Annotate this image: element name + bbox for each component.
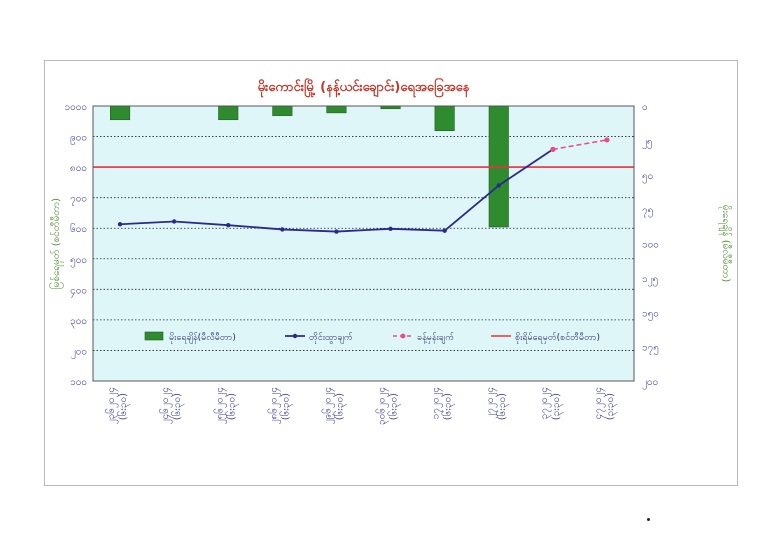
x-tick-time: (၆း၃၀): [170, 393, 185, 420]
legend-item: မိုးရေချိန်(မီလီမီတာ): [144, 331, 236, 344]
x-tick-date: ၂၉၆၂၀၂၄: [320, 387, 335, 424]
observed-point: [496, 183, 501, 188]
x-tick-time: (၃း၃၀): [551, 393, 564, 420]
observed-point: [280, 227, 285, 232]
right-tick-label: ၇၅: [642, 205, 653, 218]
observed-point: [442, 228, 447, 233]
x-tick-label: ၃၇၂၀၂၄ (၃း၃၀): [539, 387, 564, 420]
x-tick-label: ၂၈၆၂၀၂၄ (၆း၃၀): [266, 387, 293, 424]
right-axis-title: မိုးရေချိန် (မီလီမီတာ): [718, 205, 733, 283]
right-tick-label: ၁၅၀: [642, 308, 659, 321]
rain-bar: [110, 105, 131, 121]
plot-border: [92, 105, 635, 382]
x-tick-date: ၂၃၆၂၀၂၄: [104, 387, 119, 424]
x-tick-label: ၂၅၆၂၀၂၄ (၆း၃၀): [212, 387, 239, 424]
observed-point: [171, 219, 177, 224]
x-tick-time: (၃း၃၀): [605, 393, 618, 420]
right-tick-label: ၅၀: [642, 171, 653, 184]
speck: [647, 518, 650, 521]
observed-point: [388, 226, 393, 232]
right-tick-label: ၁၂၅: [642, 274, 658, 287]
left-tick-label: ၇၀၀: [70, 194, 87, 207]
right-tick-label: ၀: [642, 102, 648, 113]
left-tick-label: ၃၀၀: [70, 316, 87, 329]
legend: မိုးရေချိန်(မီလီမီတာ) တိုင်းထွာချက် ခန့်မှ…: [144, 331, 600, 344]
left-tick-label: ၈၀၀: [70, 163, 87, 174]
x-tick-label: ၄၇၂၀၂၄ (၃း၃၀): [593, 387, 618, 420]
plot-area: [93, 106, 634, 381]
x-tick-time: (၆း၃၀): [116, 393, 131, 420]
rain-bar: [272, 105, 293, 116]
x-tick-date: ၂၈၆၂၀၂၄: [266, 387, 281, 424]
x-tick-label: ၂၄၆၂၀၂၄ (၆း၃၀): [158, 387, 185, 424]
forecast-point: [550, 146, 556, 152]
x-tick-date: ၃၀၆၂၀၂၄: [375, 387, 390, 425]
x-tick-date: ၂၄၆၂၀၂၄: [158, 387, 173, 424]
x-tick-time: (၆း၃၀): [278, 393, 293, 420]
left-tick-label: ၅၀၀: [70, 255, 87, 268]
x-axis-ticks: ၂၃၆၂၀၂၄ (၆း၃၀) ၂၄၆၂၀၂၄ (၆း၃၀) ၂၅၆၂၀၂၄ (၆း၃၀) ၂…: [104, 387, 618, 425]
forecast-line: [552, 139, 608, 151]
left-tick-label: ၆၀၀: [70, 222, 87, 235]
left-tick-label: ၁၀၀: [70, 377, 87, 388]
legend-marker: [400, 333, 406, 339]
legend-label: တိုင်းထွာချက်: [309, 332, 353, 344]
right-tick-label: ၂၅: [642, 136, 653, 149]
x-tick-label: ၂၇၂၀၂၄ (၆း၃၀): [485, 387, 510, 420]
rain-bar: [326, 105, 347, 114]
legend-item: တိုင်းထွာချက်: [285, 332, 353, 344]
x-tick-date: ၁၇၂၀၂၄: [431, 387, 444, 419]
rain-bar: [218, 105, 239, 121]
legend-marker: [292, 333, 298, 339]
legend-label: မိုးရေချိန်(မီလီမီတာ): [169, 332, 236, 344]
x-tick-label: ၂၉၆၂၀၂၄ (၆း၃၀): [320, 387, 347, 424]
x-tick-date: ၃၇၂၀၂၄: [539, 387, 552, 419]
legend-item: ခန့်မှန်းချက်: [393, 332, 455, 344]
left-axis-title: မြစ်ရေမှတ် (စင်တီမီတာ): [48, 198, 64, 289]
x-tick-date: ၂၅၆၂၀၂၄: [212, 387, 227, 424]
rain-bars: [110, 105, 509, 228]
chart-title: မိုးကောင်းမြို့ (နန့်ယင်းချောင်း)ရေအခြေအ…: [258, 77, 471, 98]
rain-bar: [434, 105, 455, 132]
right-tick-label: ၁၇၅: [642, 343, 659, 356]
chart-frame: ၁၀၀ ၂၀၀ ၃၀၀ ၄၀၀ ၅၀၀ ၆၀၀ ၇၀၀ ၈၀၀ ၉၀၀ ၁၀၀၀ ၀၂၅ ၅၀ ၇၅၁…: [44, 60, 738, 486]
legend-item: စိုးရိမ်ရေမှတ်(စင်တီမီတာ): [491, 332, 600, 344]
x-tick-time: (၆း၃၀): [332, 393, 347, 420]
left-tick-label: ၉၀၀: [70, 133, 87, 146]
observed-point: [117, 222, 123, 227]
observed-point: [334, 229, 339, 234]
x-tick-label: ၂၃၆၂၀၂၄ (၆း၃၀): [104, 387, 131, 424]
right-tick-label: ၁၀၀: [642, 240, 659, 251]
left-tick-label: ၂၀၀: [71, 346, 87, 359]
legend-swatch: [144, 331, 164, 341]
x-tick-time: (၆း၃၀): [441, 393, 456, 420]
left-tick-label: ၁၀၀၀: [65, 102, 88, 113]
x-tick-time: (၆း၃၀): [387, 393, 402, 420]
x-tick-date: ၂၇၂၀၂၄: [485, 387, 498, 419]
left-tick-label: ၄၀၀: [70, 285, 87, 298]
x-tick-label: ၁၇၂၀၂၄ (၆း၃၀): [431, 387, 456, 420]
x-tick-label: ၃၀၆၂၀၂၄ (၆း၃၀): [375, 387, 402, 425]
observed-point: [226, 222, 231, 228]
legend-label: ခန့်မှန်းချက်: [417, 332, 455, 344]
right-tick-label: ၂၀၀: [642, 377, 658, 390]
x-tick-time: (၆း၃၀): [224, 393, 239, 420]
left-axis-ticks: ၁၀၀ ၂၀၀ ၃၀၀ ၄၀၀ ၅၀၀ ၆၀၀ ၇၀၀ ၈၀၀ ၉၀၀ ၁၀၀၀: [65, 102, 88, 388]
forecast-points: [550, 137, 610, 152]
legend-label: စိုးရိမ်ရေမှတ်(စင်တီမီတာ): [515, 332, 600, 344]
x-tick-date: ၄၇၂၀၂၄: [593, 387, 606, 419]
forecast-point: [604, 137, 610, 143]
x-tick-time: (၆း၃၀): [495, 393, 510, 420]
